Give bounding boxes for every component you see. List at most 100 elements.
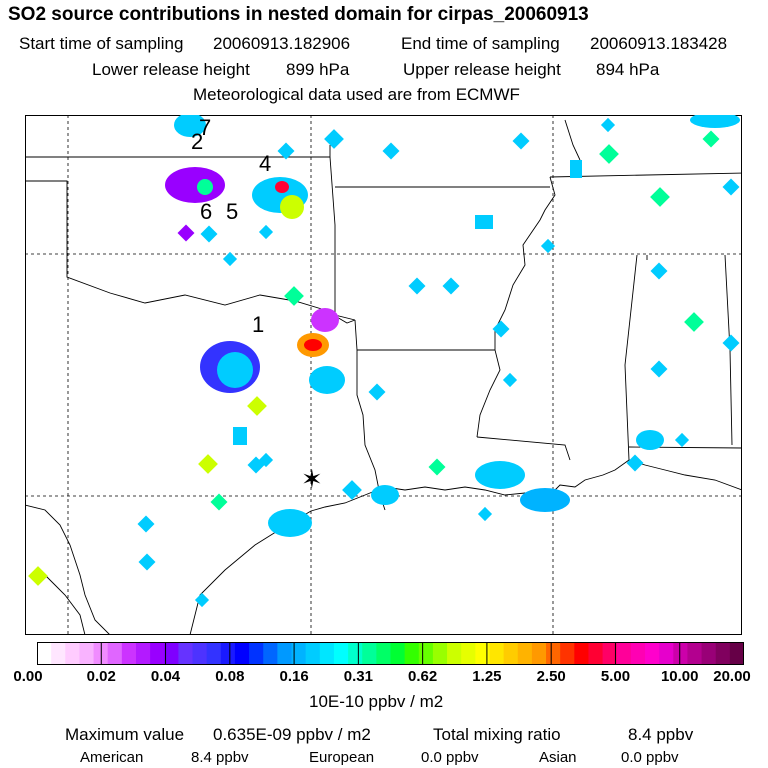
colorbar-cell — [659, 642, 674, 665]
colorbar-tick-label: 0.00 — [13, 668, 43, 685]
border — [25, 504, 111, 635]
end-time-label: End time of sampling — [401, 34, 560, 53]
colorbar-frame — [37, 642, 744, 665]
plume-cell — [636, 430, 664, 450]
plume-cell — [540, 238, 556, 254]
plume-cells — [165, 115, 740, 537]
colorbar-cell — [517, 642, 533, 665]
plume-cell — [475, 461, 525, 489]
plume-cell — [520, 488, 570, 512]
plume-points — [28, 117, 740, 608]
colorbar-cell — [220, 642, 236, 665]
colorbar-cell — [362, 642, 377, 665]
colorbar-cell — [616, 642, 632, 665]
colorbar-cell — [701, 642, 717, 665]
plume-cell — [258, 224, 274, 240]
lower-release-value: 899 hPa — [286, 60, 350, 79]
plume-cell — [371, 485, 399, 505]
plume-cell — [275, 181, 289, 193]
colorbar-cell — [65, 642, 80, 665]
source-label: 5 — [226, 199, 239, 224]
end-time-value: 20060913.183428 — [590, 34, 728, 53]
receptor-marker: ✶ — [301, 465, 323, 495]
plume-cell — [368, 383, 386, 401]
colorbar-cell — [489, 642, 505, 665]
plume-cell — [512, 132, 530, 150]
plume-cell — [217, 352, 253, 388]
american-label: American — [80, 749, 144, 766]
map-frame — [25, 115, 742, 635]
colorbar-tick-label: 0.31 — [343, 668, 373, 685]
plume-cell — [210, 493, 228, 511]
plume-cell — [197, 179, 213, 195]
colorbar-cell — [560, 642, 575, 665]
start-time-label: Start time of sampling — [19, 34, 184, 53]
colorbar-tick-label: 5.00 — [600, 668, 631, 685]
figure-title: SO2 source contributions in nested domai… — [8, 4, 589, 25]
colorbar-cell — [348, 642, 363, 665]
plume-cell — [674, 432, 690, 448]
start-time-value: 20060913.182906 — [213, 34, 351, 53]
source-label: 4 — [259, 151, 272, 176]
lower-release-label: Lower release height — [92, 60, 250, 79]
plume-cell — [570, 160, 582, 178]
colorbar-tick-label: 0.04 — [150, 668, 181, 685]
source-label: 1 — [252, 312, 265, 337]
plume-cell — [258, 452, 274, 468]
source-label: 7 — [199, 115, 212, 140]
plume-cell — [280, 195, 304, 219]
plume-cell — [304, 339, 322, 351]
colorbar-cell — [135, 642, 151, 665]
colorbar-unit: 10E-10 ppbv / m2 — [309, 692, 444, 711]
met-data-line: Meteorological data used are from ECMWF — [193, 85, 520, 104]
colorbar-cell — [645, 642, 660, 665]
upper-release-value: 894 hPa — [596, 60, 660, 79]
colorbar-cell — [319, 642, 335, 665]
colorbar-cell — [588, 642, 604, 665]
plume-cell — [194, 592, 210, 608]
total-mixing-label: Total mixing ratio — [433, 725, 561, 744]
plume-cell — [138, 553, 156, 571]
upper-release-label: Upper release height — [403, 60, 561, 79]
colorbar-cell — [461, 642, 476, 665]
plume-cell — [342, 480, 362, 500]
colorbar-cell — [531, 642, 547, 665]
colorbar-cell — [37, 642, 52, 665]
colorbar-cell — [418, 642, 434, 665]
colorbar-cell — [404, 642, 420, 665]
coastline — [44, 574, 86, 635]
source-label: 6 — [200, 199, 213, 224]
colorbar-cell — [602, 642, 618, 665]
state-border — [549, 172, 742, 178]
colorbar-cell — [432, 642, 448, 665]
colorbar-cell — [263, 642, 278, 665]
colorbar-cell — [390, 642, 406, 665]
colorbar-cell — [234, 642, 250, 665]
map-svg: ✶ — [25, 115, 742, 635]
colorbar-cell — [107, 642, 123, 665]
european-value: 0.0 ppbv — [421, 749, 479, 766]
colorbar-cell — [729, 642, 744, 665]
plume-cell — [268, 509, 312, 537]
plume-cell — [247, 396, 267, 416]
plume-cell — [408, 277, 426, 295]
source-label: 2 — [191, 129, 204, 154]
colorbar-cell — [574, 642, 589, 665]
plume-cell — [198, 454, 218, 474]
colorbar-cell — [305, 642, 321, 665]
colorbar-cell — [164, 642, 179, 665]
european-label: European — [309, 749, 375, 766]
colorbar-cell — [333, 642, 349, 665]
plume-cell — [650, 360, 668, 378]
plume-cell — [600, 117, 616, 133]
colorbar-cell — [503, 642, 519, 665]
state-border — [329, 156, 356, 321]
colorbar-cell — [192, 642, 208, 665]
plume-cell — [722, 178, 740, 196]
colorbar-cell — [475, 642, 490, 665]
plume-cell — [684, 312, 704, 332]
max-value-label: Maximum value — [65, 725, 185, 744]
plume-cell — [475, 215, 493, 229]
colorbar-cell — [376, 642, 391, 665]
colorbar-cell — [687, 642, 703, 665]
